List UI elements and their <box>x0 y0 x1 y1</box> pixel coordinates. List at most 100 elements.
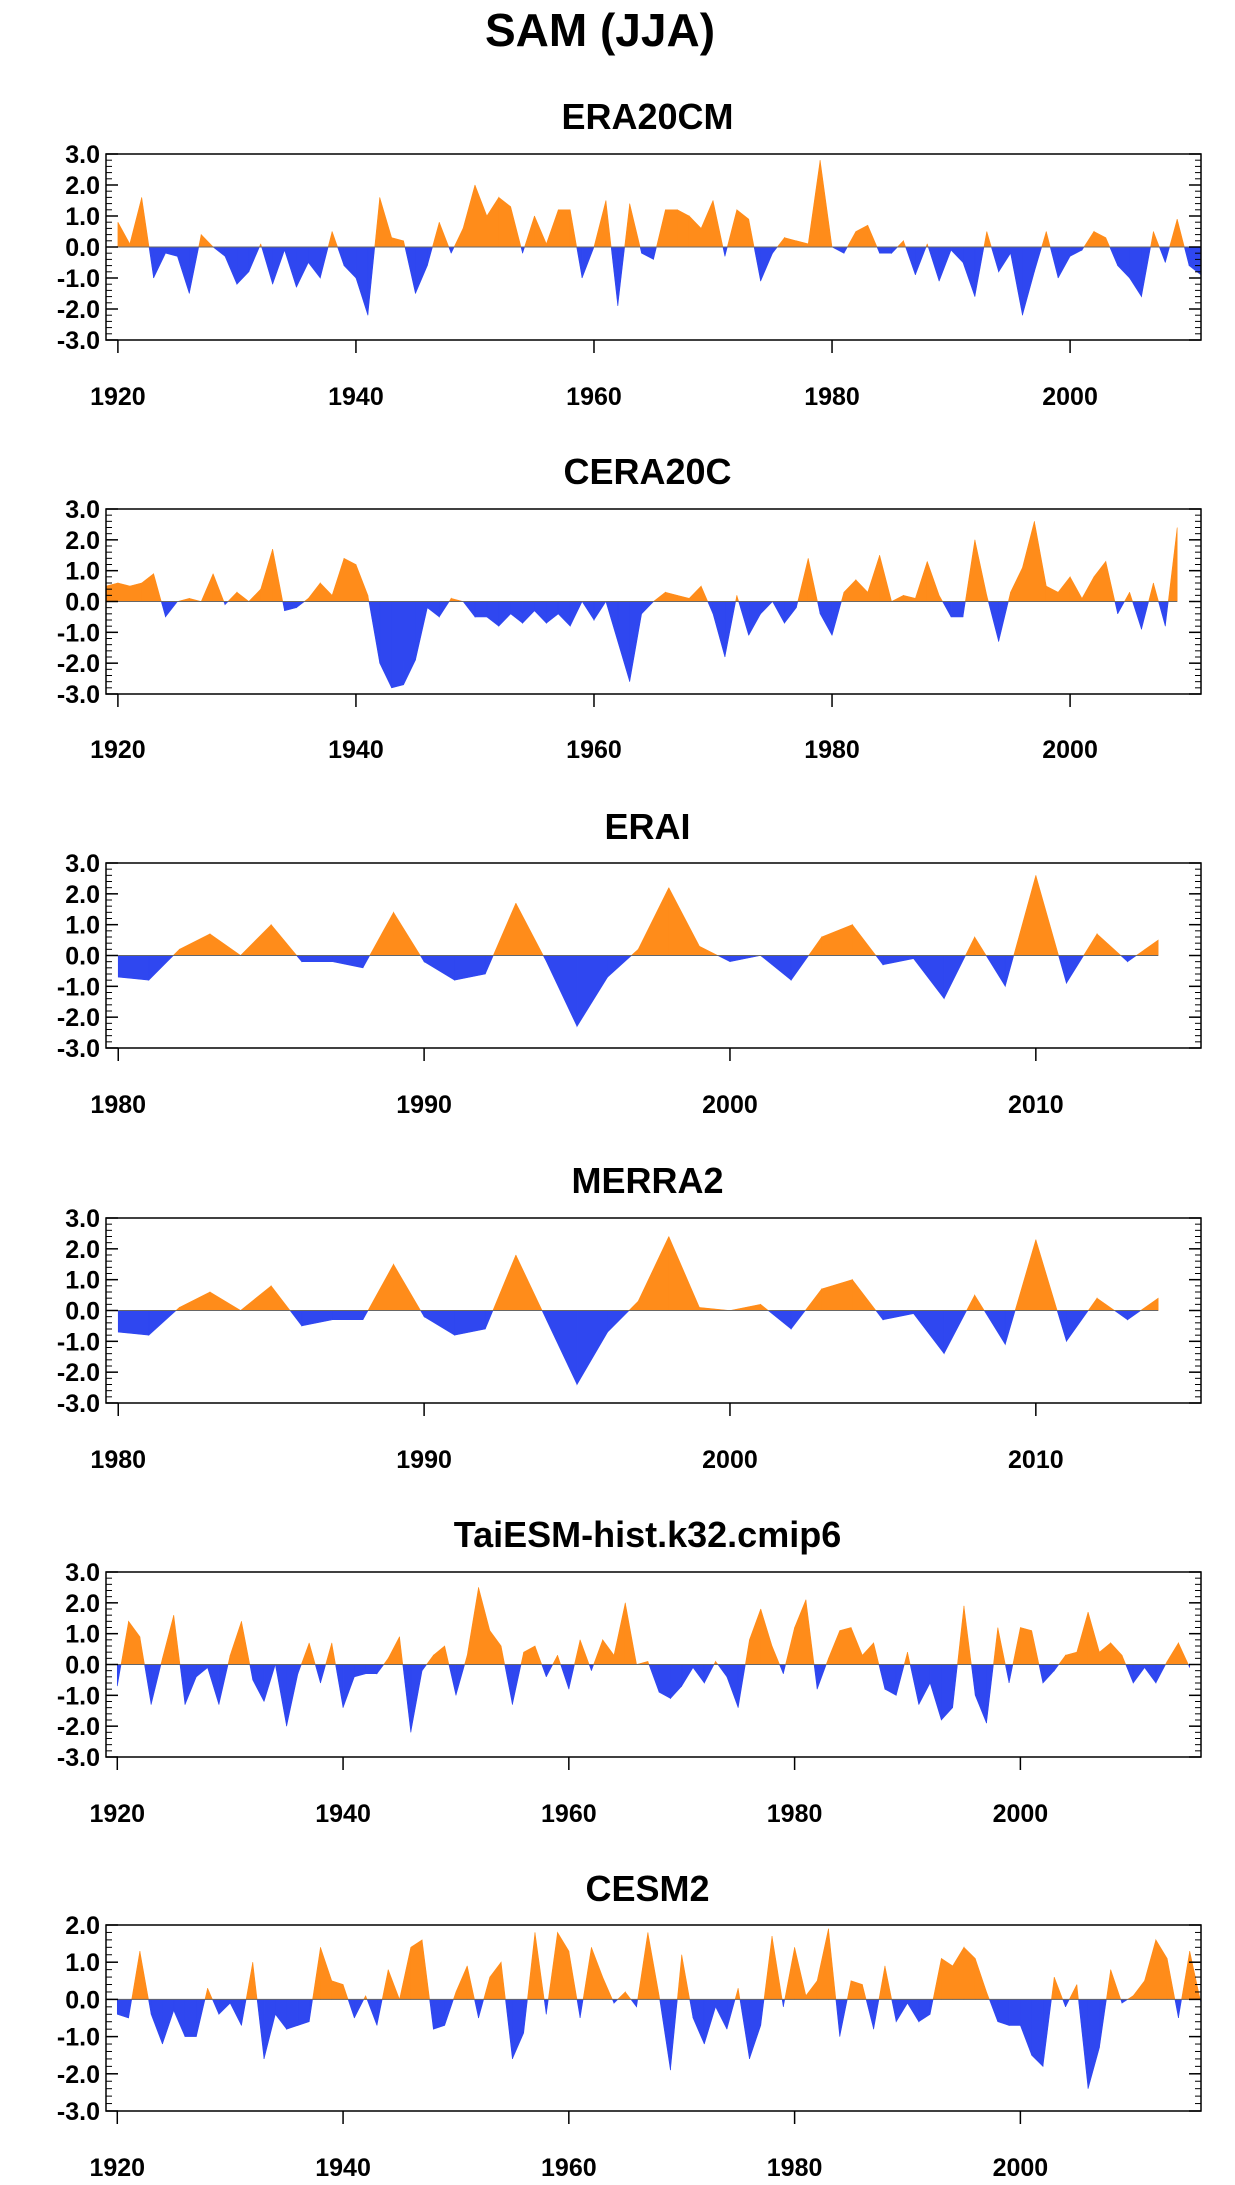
negative-area <box>148 1999 152 2015</box>
y-tick-label: 0.0 <box>65 1652 100 1680</box>
positive-area <box>884 1965 893 2000</box>
panel-title: CESM2 <box>585 1868 709 1909</box>
positive-area <box>173 1615 181 1665</box>
positive-area <box>637 1932 649 2000</box>
x-tick-label: 1940 <box>315 2154 371 2182</box>
negative-area <box>1121 1999 1129 2004</box>
positive-area <box>365 1995 368 2000</box>
negative-area <box>974 246 985 297</box>
x-tick-label: 1920 <box>89 1800 145 1828</box>
positive-area <box>1012 1627 1021 1665</box>
positive-area <box>520 1652 524 1665</box>
negative-area <box>670 1664 683 1700</box>
panel-3: MERRA2 3.0 2.0 1.0 0.0-1.0 -2.0 -3.0 1980 1990 20… <box>57 1160 1202 1474</box>
positive-area <box>602 1638 615 1665</box>
negative-area <box>1022 246 1035 316</box>
x-tick-label: 1990 <box>396 1446 452 1474</box>
positive-area <box>393 911 421 956</box>
negative-area <box>256 1999 265 2059</box>
positive-area <box>227 591 238 602</box>
positive-area <box>410 1939 423 2000</box>
negative-area <box>610 246 619 306</box>
positive-area <box>557 209 571 248</box>
negative-area <box>162 1999 175 2045</box>
negative-area <box>448 246 452 254</box>
positive-area <box>963 1946 976 2000</box>
positive-area <box>455 1965 468 2000</box>
y-tick-label: 1.0 <box>65 203 100 231</box>
y-tick-label: -1.0 <box>57 2024 100 2052</box>
positive-area <box>1105 561 1116 602</box>
x-tick-label: 2000 <box>993 2154 1049 2182</box>
positive-area <box>862 1642 874 1665</box>
positive-area <box>712 200 724 248</box>
positive-area <box>736 595 740 602</box>
negative-area <box>692 1999 705 2045</box>
negative-area <box>950 246 964 264</box>
negative-area <box>703 1664 715 1684</box>
positive-area <box>964 936 975 956</box>
negative-area <box>1174 1999 1179 2019</box>
y-tick-label: 0.0 <box>65 1298 100 1326</box>
negative-area <box>296 246 309 288</box>
negative-area <box>301 955 333 962</box>
negative-area <box>913 955 945 1000</box>
negative-area <box>433 1999 445 2030</box>
positive-area <box>1041 231 1047 248</box>
x-tick-label: 1960 <box>541 1800 597 1828</box>
negative-area <box>1141 601 1150 630</box>
x-tick-label: 1940 <box>328 383 384 411</box>
negative-area <box>760 601 774 615</box>
positive-area <box>308 582 321 602</box>
positive-area <box>1022 521 1035 602</box>
positive-area <box>997 1627 1006 1665</box>
negative-area <box>1164 246 1170 263</box>
positive-area <box>1093 231 1107 248</box>
positive-area <box>617 1991 626 2000</box>
negative-area <box>884 1664 897 1696</box>
negative-area <box>196 1664 208 1678</box>
positive-area <box>821 924 853 956</box>
positive-area <box>852 1278 877 1311</box>
positive-area <box>1132 1979 1145 2000</box>
positive-area <box>602 1976 613 2000</box>
negative-area <box>581 601 595 622</box>
negative-area <box>1129 246 1142 298</box>
negative-area <box>144 1664 152 1705</box>
positive-area <box>744 1639 750 1665</box>
positive-area <box>613 1602 626 1665</box>
positive-area <box>805 1599 815 1665</box>
positive-area <box>941 1957 953 2000</box>
negative-area <box>542 955 547 962</box>
positive-area <box>1045 585 1059 602</box>
positive-area <box>523 1645 536 1665</box>
figure-title: SAM (JJA) <box>484 4 716 56</box>
negative-area <box>421 1664 428 1672</box>
positive-area <box>891 594 904 602</box>
negative-area <box>749 1999 762 2060</box>
y-tick-label: 3.0 <box>65 496 100 524</box>
negative-area <box>659 1999 671 2071</box>
negative-area <box>636 1999 639 2007</box>
positive-area <box>139 1950 149 2000</box>
negative-area <box>367 246 376 316</box>
positive-area <box>624 1602 637 1665</box>
positive-area <box>300 1642 310 1665</box>
negative-area <box>150 1999 163 2045</box>
positive-area <box>547 1932 558 2000</box>
negative-area <box>1058 955 1067 984</box>
positive-area <box>846 231 857 248</box>
y-tick-label: 2.0 <box>65 1590 100 1618</box>
positive-area <box>582 1947 592 2000</box>
positive-area <box>700 200 714 248</box>
positive-area <box>534 1932 545 2000</box>
negative-area <box>284 601 297 612</box>
positive-area <box>117 222 131 248</box>
positive-area <box>628 1300 639 1311</box>
positive-area <box>734 1988 739 2000</box>
positive-area <box>1081 576 1095 602</box>
positive-area <box>574 1639 581 1665</box>
negative-area <box>504 1664 513 1705</box>
positive-area <box>658 1995 661 2000</box>
negative-area <box>179 1664 186 1705</box>
